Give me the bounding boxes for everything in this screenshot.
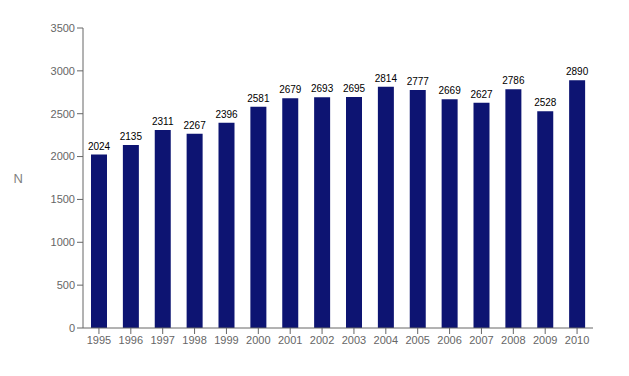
svg-text:2004: 2004 <box>374 334 398 346</box>
svg-text:2007: 2007 <box>469 334 493 346</box>
svg-text:2000: 2000 <box>246 334 270 346</box>
svg-text:0: 0 <box>69 322 75 334</box>
svg-text:3500: 3500 <box>51 22 75 34</box>
svg-text:1995: 1995 <box>87 334 111 346</box>
svg-text:1997: 1997 <box>150 334 174 346</box>
svg-text:2009: 2009 <box>533 334 557 346</box>
svg-text:2003: 2003 <box>342 334 366 346</box>
svg-text:2814: 2814 <box>375 73 398 84</box>
svg-text:2679: 2679 <box>279 84 302 95</box>
svg-text:2267: 2267 <box>184 120 207 131</box>
svg-text:2024: 2024 <box>88 141 111 152</box>
svg-text:2005: 2005 <box>405 334 429 346</box>
svg-text:2311: 2311 <box>152 116 174 127</box>
svg-text:500: 500 <box>57 279 75 291</box>
svg-text:2669: 2669 <box>439 85 462 96</box>
svg-text:2000: 2000 <box>51 150 75 162</box>
svg-text:1999: 1999 <box>214 334 238 346</box>
svg-text:2890: 2890 <box>566 66 589 77</box>
svg-text:2135: 2135 <box>120 131 143 142</box>
svg-text:2001: 2001 <box>278 334 302 346</box>
svg-text:1000: 1000 <box>51 236 75 248</box>
svg-text:1500: 1500 <box>51 193 75 205</box>
svg-text:2693: 2693 <box>311 83 334 94</box>
svg-text:2528: 2528 <box>534 97 557 108</box>
svg-text:2010: 2010 <box>565 334 589 346</box>
svg-text:2627: 2627 <box>470 89 493 100</box>
svg-text:2008: 2008 <box>501 334 525 346</box>
svg-text:2002: 2002 <box>310 334 334 346</box>
svg-text:2006: 2006 <box>437 334 461 346</box>
svg-text:2786: 2786 <box>502 75 525 86</box>
svg-text:2500: 2500 <box>51 108 75 120</box>
svg-text:1998: 1998 <box>182 334 206 346</box>
svg-text:1996: 1996 <box>119 334 143 346</box>
svg-text:2695: 2695 <box>343 83 366 94</box>
svg-text:2777: 2777 <box>407 76 430 87</box>
svg-text:3000: 3000 <box>51 65 75 77</box>
svg-text:2396: 2396 <box>215 109 238 120</box>
svg-text:2581: 2581 <box>247 93 270 104</box>
svg-text:N: N <box>14 171 23 186</box>
